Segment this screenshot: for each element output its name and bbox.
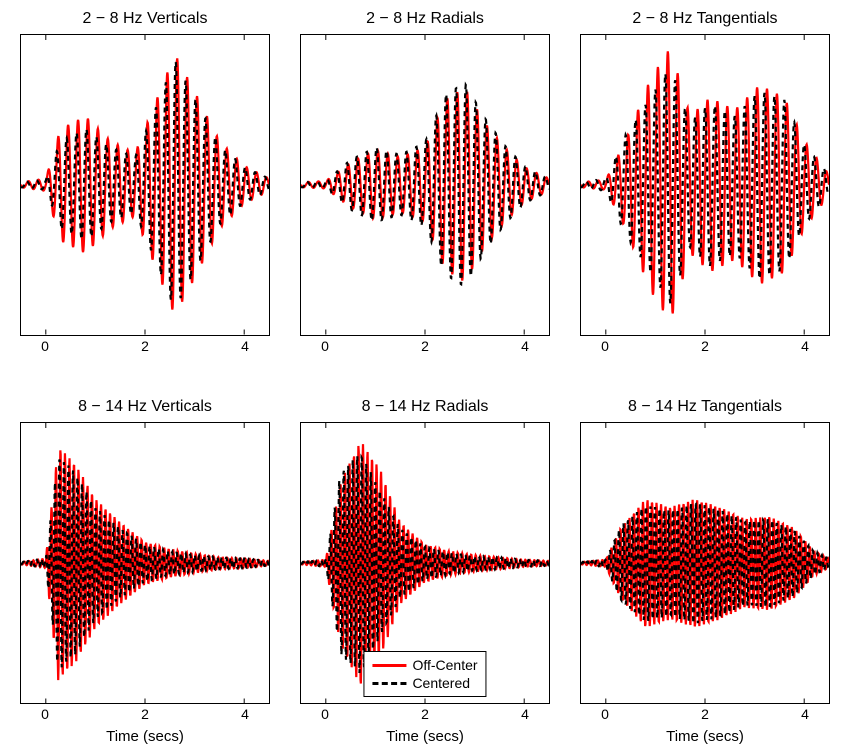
xtick-label: 4 [801, 338, 809, 354]
plot-axes [20, 422, 270, 705]
xticks: 0 2 4 [20, 336, 270, 358]
waveform-svg [21, 423, 269, 704]
legend-row: Centered [372, 674, 477, 692]
xtick-label: 0 [321, 706, 329, 722]
plot-axes [580, 422, 830, 705]
plot-axes: Off-CenterCentered [300, 422, 550, 705]
xticks: 0 2 4 [20, 704, 270, 726]
plot-wrap: Off-CenterCentered 0 2 4 Time (secs) [300, 422, 550, 746]
subplot-title: 2 − 8 Hz Radials [366, 10, 484, 28]
xtick-label: 0 [41, 338, 49, 354]
subplot-title: 8 − 14 Hz Tangentials [628, 398, 782, 416]
xtick-label: 0 [321, 338, 329, 354]
subplot-grid: 2 − 8 Hz Verticals 0 2 4 2 − 8 Hz Radials 0 2 4… [20, 10, 830, 745]
xtick-label: 2 [141, 706, 149, 722]
legend-swatch [372, 664, 406, 667]
waveform-svg [21, 35, 269, 335]
plot-axes [580, 34, 830, 336]
x-axis-label: Time (secs) [300, 728, 550, 745]
xticks: 0 2 4 [580, 704, 830, 726]
subplot-3: 8 − 14 Hz Verticals 0 2 4 Time (secs) [20, 398, 270, 746]
subplot-title: 8 − 14 Hz Verticals [78, 398, 212, 416]
plot-wrap: 0 2 4 Time (secs) [580, 422, 830, 746]
waveform-svg [581, 35, 829, 335]
subplot-4: 8 − 14 Hz Radials Off-CenterCentered 0 2 4 Ti… [300, 398, 550, 746]
plot-axes [300, 34, 550, 336]
plot-wrap: 0 2 4 [300, 34, 550, 358]
x-axis-label: Time (secs) [20, 728, 270, 745]
legend: Off-CenterCentered [363, 651, 486, 697]
xtick-label: 2 [701, 338, 709, 354]
xtick-label: 2 [421, 338, 429, 354]
xticks: 0 2 4 [300, 704, 550, 726]
figure-root: 2 − 8 Hz Verticals 0 2 4 2 − 8 Hz Radials 0 2 4… [0, 0, 850, 755]
plot-wrap: 0 2 4 Time (secs) [20, 422, 270, 746]
subplot-1: 2 − 8 Hz Radials 0 2 4 [300, 10, 550, 358]
xtick-label: 0 [601, 706, 609, 722]
subplot-2: 2 − 8 Hz Tangentials 0 2 4 [580, 10, 830, 358]
xtick-label: 4 [521, 706, 529, 722]
subplot-0: 2 − 8 Hz Verticals 0 2 4 [20, 10, 270, 358]
xtick-label: 0 [601, 338, 609, 354]
legend-row: Off-Center [372, 656, 477, 674]
waveform-svg [301, 35, 549, 335]
plot-axes [20, 34, 270, 336]
xtick-label: 2 [421, 706, 429, 722]
legend-label: Centered [412, 674, 470, 692]
series-off-center [301, 92, 549, 281]
subplot-5: 8 − 14 Hz Tangentials 0 2 4 Time (secs) [580, 398, 830, 746]
xtick-label: 0 [41, 706, 49, 722]
subplot-title: 8 − 14 Hz Radials [362, 398, 489, 416]
legend-label: Off-Center [412, 656, 477, 674]
subplot-title: 2 − 8 Hz Verticals [83, 10, 208, 28]
xticks: 0 2 4 [300, 336, 550, 358]
xtick-label: 4 [801, 706, 809, 722]
plot-wrap: 0 2 4 [20, 34, 270, 358]
xtick-label: 4 [241, 338, 249, 354]
xtick-label: 2 [141, 338, 149, 354]
subplot-title: 2 − 8 Hz Tangentials [632, 10, 777, 28]
legend-swatch [372, 682, 406, 685]
xtick-label: 2 [701, 706, 709, 722]
waveform-svg [581, 423, 829, 704]
plot-wrap: 0 2 4 [580, 34, 830, 358]
xtick-label: 4 [241, 706, 249, 722]
series-centered [301, 456, 549, 673]
xticks: 0 2 4 [580, 336, 830, 358]
xtick-label: 4 [521, 338, 529, 354]
x-axis-label: Time (secs) [580, 728, 830, 745]
